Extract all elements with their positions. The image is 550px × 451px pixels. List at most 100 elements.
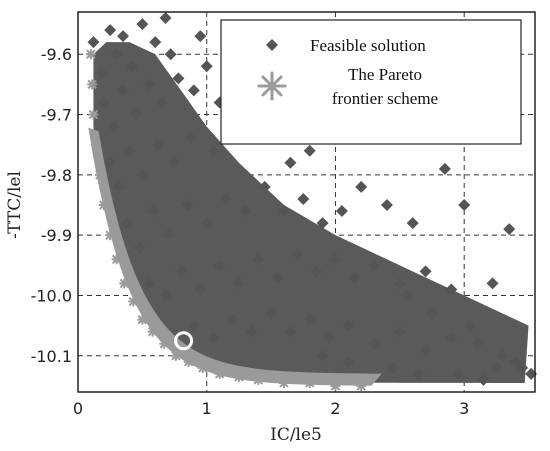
feasible-solution-point xyxy=(232,277,245,290)
feasible-solution-point xyxy=(458,199,471,212)
feasible-solution-point xyxy=(297,192,310,205)
feasible-solution-point xyxy=(303,144,316,157)
feasible-solution-point xyxy=(194,283,207,296)
y-tick-label: -9.7 xyxy=(41,106,72,125)
feasible-solution-point xyxy=(477,373,490,386)
feasible-solution-point xyxy=(496,349,509,362)
feasible-solution-point xyxy=(503,223,516,236)
y-tick-label: -9.8 xyxy=(41,166,72,185)
x-axis-ticks: 0 1 2 3 xyxy=(73,399,469,418)
y-tick-label: -9.9 xyxy=(41,226,72,245)
feasible-solution-point xyxy=(490,361,503,374)
feasible-solution-point xyxy=(277,205,290,218)
y-tick-label: -10.1 xyxy=(31,347,72,366)
feasible-solution-point xyxy=(342,355,355,368)
feasible-solution-point xyxy=(146,205,159,218)
feasible-solution-point xyxy=(380,199,393,212)
feasible-solution-point xyxy=(525,367,538,380)
feasible-solution-point xyxy=(142,78,155,91)
y-axis-ticks: -9.6 -9.7 -9.8 -9.9 -10.0 -10.1 xyxy=(31,45,72,366)
feasible-solution-point xyxy=(316,349,329,362)
feasible-solution-point xyxy=(174,265,187,278)
feasible-solution-point xyxy=(200,217,213,230)
feasible-solution-point xyxy=(310,265,323,278)
feasible-solution-point xyxy=(265,307,278,320)
feasible-solution-point xyxy=(303,313,316,326)
legend-feasible-marker xyxy=(266,39,278,51)
feasible-solution-point xyxy=(406,217,419,230)
feasible-solution-point xyxy=(393,325,406,338)
feasible-solution-point xyxy=(185,132,198,145)
feasible-solution-point xyxy=(464,319,477,332)
feasible-solution-point xyxy=(87,36,100,49)
feasible-solution-point xyxy=(126,60,139,73)
feasible-solution-point xyxy=(168,156,181,169)
pareto-point xyxy=(159,338,170,349)
feasible-solution-point xyxy=(155,96,168,109)
feasible-solution-point xyxy=(187,319,200,332)
feasible-solution-point xyxy=(194,30,207,43)
pareto-point xyxy=(147,326,158,337)
pareto-point xyxy=(119,278,130,289)
feasible-solution-point xyxy=(97,96,110,109)
feasible-solution-point xyxy=(187,84,200,97)
legend: Feasible solution The Pareto frontier sc… xyxy=(220,19,522,145)
feasible-solution-point xyxy=(239,205,252,218)
feasible-solution-point xyxy=(323,331,336,344)
plot-frame xyxy=(77,11,536,393)
feasible-solution-point xyxy=(117,30,130,43)
feasible-solution-point xyxy=(142,277,155,290)
feasible-solution-point xyxy=(486,277,499,290)
feasible-solution-point xyxy=(368,259,381,272)
legend-feasible-label: Feasible solution xyxy=(310,36,426,55)
feasible-solution-point xyxy=(164,48,177,61)
feasible-solution-point xyxy=(104,156,117,169)
feasible-solution-point xyxy=(213,259,226,272)
feasible-solution-point xyxy=(151,138,164,151)
feasible-solution-point xyxy=(172,72,185,85)
feasible-solution-point xyxy=(316,217,329,230)
feasible-solution-point xyxy=(108,120,121,133)
feasible-solution-point xyxy=(159,12,172,25)
x-axis-title: IC/le5 xyxy=(270,425,322,445)
feasible-density-region xyxy=(93,42,529,383)
feasible-solution-point xyxy=(95,66,108,79)
feasible-solution-point xyxy=(342,319,355,332)
legend-pareto-label-line1: The Pareto xyxy=(348,65,422,84)
x-tick-label: 2 xyxy=(330,399,340,418)
feasible-solution-point xyxy=(471,337,484,350)
pareto-point xyxy=(94,169,105,180)
feasible-solution-point xyxy=(329,253,342,266)
feasible-solution-point xyxy=(181,199,194,212)
feasible-solution-point xyxy=(207,331,220,344)
y-axis-title: -TTC/lel xyxy=(5,171,25,239)
feasible-solution-point xyxy=(245,325,258,338)
pareto-point xyxy=(356,380,367,391)
feasible-solution-point xyxy=(113,180,126,193)
feasible-solution-point xyxy=(445,283,458,296)
feasible-solution-point xyxy=(516,361,529,374)
feasible-solution-point xyxy=(110,48,123,61)
feasible-solution-point xyxy=(252,253,265,266)
pareto-point xyxy=(137,314,148,325)
feasible-solution-point xyxy=(426,307,439,320)
feasible-solution-point xyxy=(104,24,117,37)
pareto-point xyxy=(105,230,116,241)
pareto-point xyxy=(183,356,194,367)
pareto-point xyxy=(111,254,122,265)
feasible-solution-point xyxy=(413,367,426,380)
feasible-solution-point xyxy=(123,144,136,157)
feasible-solution-point xyxy=(355,180,368,193)
feasible-solution-point xyxy=(335,205,348,218)
pareto-point xyxy=(128,296,139,307)
feasible-solution-point xyxy=(419,265,432,278)
feasible-solution-point xyxy=(159,289,172,302)
feasible-solution-point xyxy=(117,84,130,97)
feasible-solution-point xyxy=(136,18,149,31)
feasible-solution-point xyxy=(368,337,381,350)
feasible-solution-point xyxy=(438,162,451,175)
legend-pareto-label-line2: frontier scheme xyxy=(332,89,438,108)
feasible-solution-point xyxy=(400,289,413,302)
pareto-point xyxy=(85,49,96,60)
